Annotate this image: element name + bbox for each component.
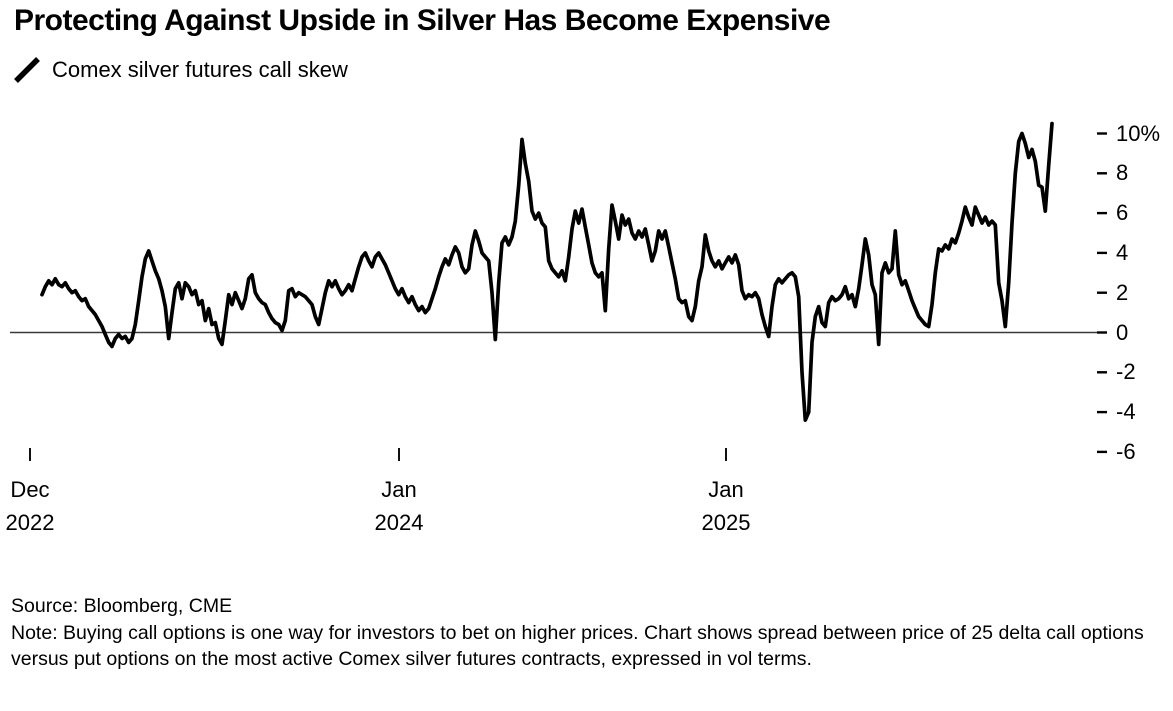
y-axis-label: 6 <box>1116 200 1129 226</box>
x-axis-label-year: 2022 <box>5 510 55 535</box>
x-axis-label-month: Dec <box>10 477 50 502</box>
y-axis-label: -4 <box>1116 399 1136 425</box>
x-axis-label-month: Jan <box>381 477 417 502</box>
x-axis-label-year: 2024 <box>374 510 424 535</box>
y-axis-label: 4 <box>1116 239 1129 265</box>
y-axis-label: -2 <box>1116 359 1136 385</box>
footer: Source: Bloomberg, CME Note: Buying call… <box>11 593 1163 672</box>
series-line-icon <box>14 57 40 83</box>
y-axis-label: 0 <box>1116 319 1129 345</box>
x-axis-label-year: 2025 <box>701 510 751 535</box>
series-line <box>40 121 1054 422</box>
x-axis-ticks <box>29 448 727 461</box>
source-text: Source: Bloomberg, CME <box>11 595 233 617</box>
y-axis-label: 8 <box>1116 160 1129 186</box>
y-axis-label: -6 <box>1116 438 1136 464</box>
x-axis-label: Dec 2022 <box>6 473 55 539</box>
x-axis-label: Jan 2025 <box>702 473 751 539</box>
y-axis-label: 2 <box>1116 279 1129 305</box>
legend: Comex silver futures call skew <box>13 56 348 84</box>
note-text: Note: Buying call options is one way for… <box>11 622 1144 670</box>
x-axis-label: Jan 2024 <box>375 473 424 539</box>
y-axis-label: 10% <box>1116 120 1161 146</box>
chart-title: Protecting Against Upside in Silver Has … <box>14 4 831 37</box>
y-axis-ticks <box>1097 132 1107 454</box>
legend-label: Comex silver futures call skew <box>52 57 348 82</box>
x-axis-label-month: Jan <box>708 477 744 502</box>
